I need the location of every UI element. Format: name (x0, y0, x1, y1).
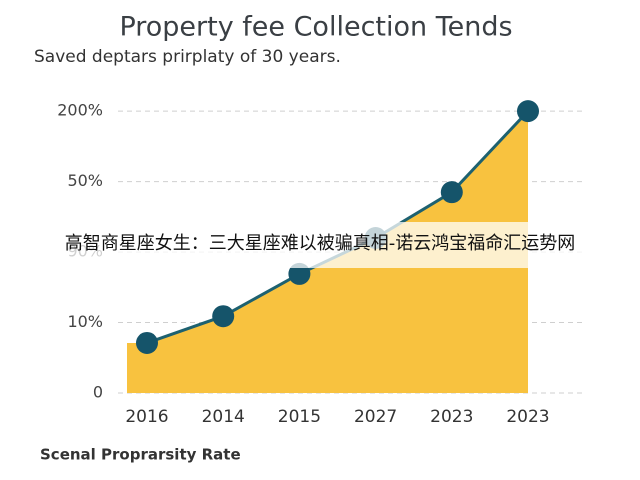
x-tick-label: 2015 (278, 407, 321, 427)
y-tick-label: 50% (67, 171, 103, 190)
marker (136, 331, 158, 354)
y-tick-label: 200% (57, 101, 103, 120)
x-tick-label: 2016 (125, 407, 168, 427)
y-tick-label: 0 (93, 383, 103, 402)
marker (517, 100, 539, 123)
x-axis-label: Scenal Proprarsity Rate (40, 446, 241, 464)
marker (440, 181, 463, 204)
watermark-band (0, 222, 640, 268)
x-tick-label: 2027 (354, 407, 397, 427)
x-tick-label: 2023 (430, 407, 473, 427)
chart-subtitle: Saved deptars prirplaty of 30 years. (34, 47, 341, 67)
x-tick-label: 2023 (506, 407, 549, 427)
chart-title: Property fee Collection Tends (119, 12, 512, 43)
marker (212, 305, 235, 328)
y-tick-label: 10% (67, 312, 103, 331)
marker (288, 262, 311, 285)
x-tick-label: 2014 (202, 407, 245, 427)
watermark: 高智商星座女生：三大星座难以被骗真相-诺云鸿宝福命汇运势网 (65, 233, 576, 254)
